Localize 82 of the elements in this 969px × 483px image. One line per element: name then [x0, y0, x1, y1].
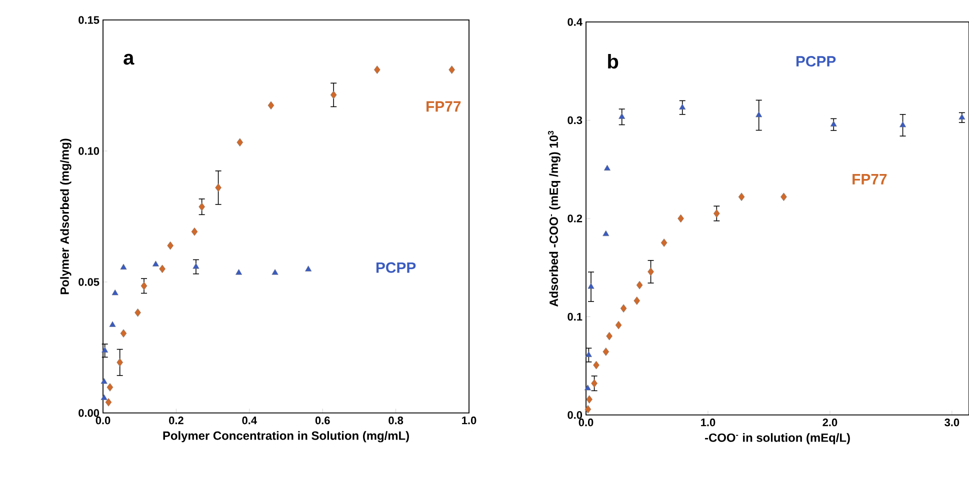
point: [236, 269, 242, 275]
y-axis-title: Adsorbed -COO$^{-}$ (mEq /mg) 10$^{3}$: [548, 130, 560, 307]
x-tick-label: 1.0: [462, 416, 476, 424]
point: [100, 394, 108, 400]
y-tick-label: 0.0: [568, 411, 582, 419]
point: [586, 395, 592, 404]
point: [756, 111, 762, 118]
point: [660, 238, 668, 247]
point: [116, 358, 123, 367]
y-tick-label: 0.2: [568, 214, 582, 222]
point: [615, 320, 622, 330]
point: [606, 332, 612, 340]
point: [634, 296, 640, 305]
point: [102, 346, 108, 353]
point: [374, 66, 380, 74]
point: [604, 164, 610, 171]
y-tick-label: 0.00: [78, 409, 100, 417]
point: [109, 321, 116, 327]
y-tick-label: 0.1: [568, 312, 582, 321]
x-axis-title: Polymer Concentration in Solution (mg/mL): [163, 431, 409, 442]
point: [584, 384, 591, 390]
x-tick-label: 0.8: [388, 416, 404, 424]
y-tick-label: 0.10: [78, 147, 100, 155]
point: [134, 308, 141, 317]
point: [272, 269, 278, 275]
text: PCPP: [376, 262, 416, 273]
point: [120, 329, 127, 338]
point: [588, 283, 594, 289]
point: [268, 101, 274, 110]
point: [120, 264, 127, 270]
point: [618, 113, 626, 119]
point: [192, 263, 200, 269]
point: [159, 264, 166, 274]
y-axis-title: Polymer Adsorbed (mg/mg): [60, 138, 72, 294]
point: [112, 290, 118, 296]
series-label: FP77: [426, 101, 461, 112]
x-tick-label: 0.0: [578, 418, 594, 426]
y-tick-label: 0.3: [568, 116, 582, 124]
point: [648, 268, 654, 276]
point: [140, 282, 148, 290]
point: [620, 304, 627, 313]
point: [679, 104, 686, 110]
point: [900, 121, 906, 128]
point: [713, 209, 720, 218]
point: [830, 120, 837, 127]
point: [738, 192, 745, 202]
x-tick-label: 0.0: [96, 416, 110, 424]
point: [106, 383, 114, 392]
point: [448, 66, 455, 74]
annotation: b: [608, 54, 618, 69]
point: [198, 202, 205, 211]
point: [636, 280, 643, 290]
point: [191, 228, 198, 236]
annotation: a: [124, 54, 134, 65]
y-tick-label: 0.05: [78, 278, 100, 286]
point: [585, 351, 592, 357]
x-tick-label: 0.6: [315, 416, 330, 424]
text: PCPP: [796, 56, 836, 67]
text: FP77: [852, 174, 887, 184]
point: [152, 260, 159, 266]
point: [167, 241, 174, 250]
y-tick-label: 0.4: [568, 18, 582, 26]
point: [584, 405, 592, 414]
y-tick-label: 0.15: [78, 16, 100, 24]
point: [215, 184, 222, 192]
x-tick-label: 0.2: [169, 416, 184, 424]
x-tick-label: 2.0: [822, 418, 838, 426]
point: [105, 398, 112, 406]
x-axis-title: -COO$^{-}$ in solution (mEq/L): [705, 433, 850, 444]
point: [602, 348, 610, 356]
point: [305, 266, 312, 272]
x-tick-label: 0.4: [242, 416, 257, 424]
point: [591, 379, 598, 388]
x-tick-label: 1.0: [701, 418, 716, 426]
point: [780, 192, 787, 202]
point: [602, 230, 610, 236]
point: [678, 214, 684, 223]
point: [236, 138, 244, 146]
point: [593, 360, 600, 370]
x-tick-label: 3.0: [944, 418, 960, 426]
point: [330, 90, 337, 100]
point: [100, 378, 108, 384]
